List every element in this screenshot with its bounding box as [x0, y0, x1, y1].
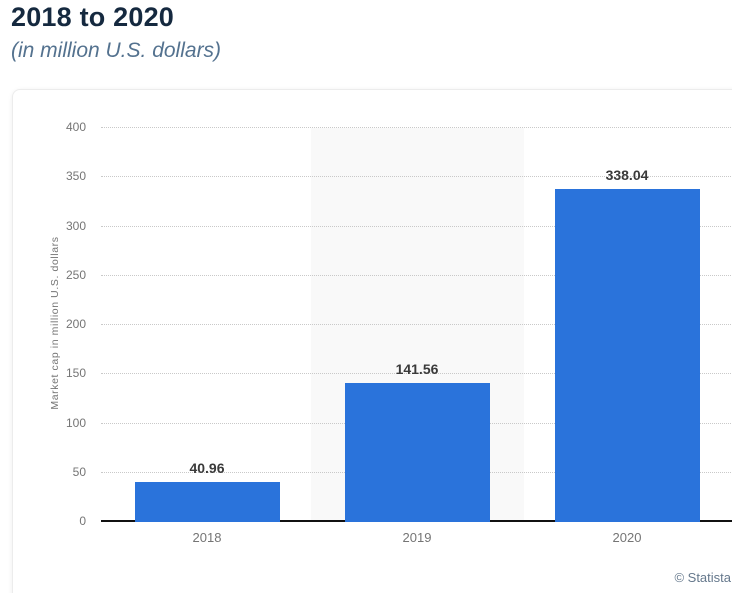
y-gridline — [101, 225, 732, 227]
y-tick-label: 350 — [65, 169, 86, 184]
y-gridline — [101, 324, 732, 325]
bar-2018[interactable] — [134, 482, 280, 522]
y-gridline — [101, 274, 732, 276]
y-tick-label: 300 — [65, 218, 86, 233]
page-subtitle: (in million U.S. dollars) — [11, 39, 222, 62]
bar-2020[interactable] — [554, 189, 700, 522]
x-tick-label: 2020 — [612, 530, 642, 545]
y-tick-label: 150 — [65, 366, 86, 381]
y-tick-label: 0 — [79, 514, 86, 528]
y-tick-label: 200 — [65, 317, 86, 331]
y-tick-label: 100 — [65, 415, 86, 430]
y-gridline — [101, 127, 732, 128]
statista-attribution: © Statista — [674, 570, 731, 585]
chart-card: Market cap in million U.S. dollars 0 50 10… — [12, 89, 732, 593]
bar-chart-plot: Market cap in million U.S. dollars 0 50 10… — [13, 90, 732, 593]
bar-value-label: 40.96 — [189, 460, 225, 476]
x-tick-label: 2018 — [192, 530, 222, 545]
bar-value-label: 141.56 — [395, 361, 439, 377]
y-gridline — [101, 373, 732, 375]
y-tick-label: 50 — [72, 464, 86, 479]
x-tick-label: 2019 — [402, 530, 432, 545]
y-gridline — [101, 176, 732, 178]
bar-value-label: 338.04 — [605, 167, 649, 183]
bar-2019[interactable] — [344, 383, 490, 522]
page-title: 2018 to 2020 — [11, 2, 175, 32]
y-tick-label: 250 — [65, 267, 86, 282]
y-tick-label: 400 — [65, 120, 86, 134]
